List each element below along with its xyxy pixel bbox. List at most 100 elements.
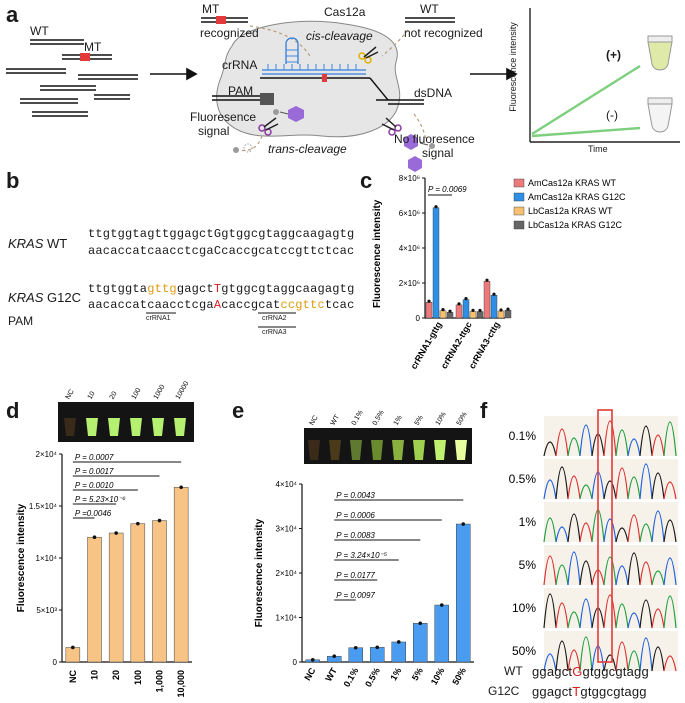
d-xtick-label: 20	[111, 670, 121, 680]
d-tube-label: 10000	[175, 380, 191, 400]
f-peak	[567, 437, 581, 457]
f-peak	[639, 523, 653, 543]
f-peak	[651, 608, 665, 629]
d-point	[92, 535, 97, 539]
f-peak	[651, 472, 665, 500]
f-peak	[543, 441, 557, 457]
c-ytick-label: 2×10⁶	[399, 279, 420, 288]
f-g12c-seq-1: ggagct	[532, 684, 573, 699]
crrna1-label: crRNA1	[146, 315, 171, 322]
f-peak	[615, 527, 629, 543]
d-ylabel: Fluorescence intensity	[16, 503, 27, 612]
c-bar	[483, 281, 491, 319]
wt-top-strand: ttgtggtagttggagctGgtggcgtaggcaagagtg	[88, 227, 354, 241]
c-bar	[446, 312, 454, 319]
e-tube-label: 1%	[393, 414, 404, 426]
mt-top-label: MT	[202, 2, 220, 16]
e-tube-label: 10%	[435, 411, 448, 427]
e-annotation: P = 0.0083	[336, 531, 375, 540]
e-tube-photo	[304, 428, 472, 464]
panel-letter-d: d	[6, 398, 20, 423]
e-annotation: P = 3.24×10⁻⁵	[336, 551, 388, 560]
f-peak	[555, 526, 569, 543]
e-point	[418, 621, 423, 626]
pam-label: PAM	[228, 84, 254, 98]
b-pam-label: PAM	[8, 314, 34, 328]
f-row-label: 5%	[519, 558, 537, 572]
f-row-label: 1%	[519, 515, 537, 529]
e-tube	[413, 440, 425, 460]
c-xtick-label: crRNA1-gttg	[409, 320, 444, 371]
d-tube-photo	[58, 402, 194, 442]
c-bar	[455, 304, 463, 319]
d-point	[71, 645, 75, 650]
d-bar	[108, 532, 124, 663]
plot-xlabel: Time	[588, 144, 608, 154]
d-bar	[173, 487, 189, 663]
f-peak	[615, 603, 629, 629]
f-peak	[579, 484, 593, 500]
g12c-bottom-2: caccgcat	[221, 298, 281, 312]
e-bar	[327, 655, 342, 663]
e-tube-label: 50%	[456, 411, 469, 427]
f-wt-seq-mut: G	[572, 664, 583, 679]
wt-label: WT	[30, 24, 49, 38]
f-row-label: 0.1%	[509, 429, 537, 443]
f-peak	[567, 551, 581, 586]
d-annotation: P = 5.23×10⁻⁶	[75, 495, 127, 504]
crrna2-label: crRNA2	[262, 315, 287, 322]
c-bar	[490, 295, 498, 319]
e-bar	[348, 647, 363, 663]
e-point	[375, 645, 380, 650]
d-ytick-label: 5×10³	[36, 606, 57, 615]
fluor-signal-label-1: Fluoresence	[190, 110, 257, 124]
c-legend-swatch	[513, 192, 525, 202]
kras-g12c-gene: KRAS	[8, 290, 44, 305]
f-g12c-label: G12C	[488, 684, 520, 698]
e-tube	[434, 440, 446, 460]
d-tube-label: 100	[131, 387, 143, 401]
cas12a-label: Cas12a	[324, 5, 366, 19]
f-peak	[651, 646, 665, 672]
d-tube	[130, 418, 142, 436]
kras-wt-suffix: WT	[47, 236, 68, 251]
f-peak	[639, 463, 653, 500]
f-peak	[543, 479, 557, 500]
d-annotation: P =0.0046	[75, 509, 112, 518]
wt-bottom-strand: aacaccatcaacctcgaCcaccgcatccgttctcac	[88, 244, 354, 258]
d-point	[157, 518, 162, 523]
kras-wt-label: KRAS WT	[8, 236, 67, 251]
f-peak	[591, 509, 605, 543]
e-bar	[305, 659, 320, 663]
e-bar	[391, 641, 406, 663]
f-row-label: 0.5%	[509, 472, 537, 486]
f-peak	[603, 556, 617, 586]
f-peak	[591, 569, 605, 586]
f-peak	[567, 611, 581, 629]
e-ytick-label: 4×10⁴	[276, 480, 298, 489]
f-peak	[651, 510, 665, 543]
f-peak	[543, 555, 557, 586]
d-ytick-label: 1×10⁴	[36, 554, 58, 563]
f-peak	[615, 565, 629, 586]
no-fluor-label-2: signal	[422, 146, 454, 160]
cis-cleavage-label: cis-cleavage	[306, 29, 373, 43]
c-xtick-label: crRNA3-cttg	[467, 320, 502, 370]
crrna3-label: crRNA3	[262, 329, 287, 336]
e-point	[332, 654, 337, 659]
d-tube-label: 20	[109, 390, 119, 400]
c-bar	[504, 309, 512, 319]
crrna-label: crRNA	[222, 58, 258, 72]
g12c-top-mut: T	[213, 282, 222, 296]
d-xtick-label: NC	[68, 670, 78, 683]
f-peak	[639, 599, 653, 629]
d-annotation: P = 0.0017	[75, 467, 114, 476]
e-ylabel: Fluorescence intensity	[254, 518, 265, 627]
e-ytick-label: 3×10⁴	[276, 525, 298, 534]
f-g12c-seq-2: gtggcgtagg	[580, 684, 647, 699]
no-fluor-label-1: No fluoresence	[394, 132, 475, 146]
e-tube-label: 0.1%	[351, 409, 365, 426]
e-tube	[308, 440, 320, 460]
c-point	[448, 309, 452, 313]
f-peak	[615, 429, 629, 457]
